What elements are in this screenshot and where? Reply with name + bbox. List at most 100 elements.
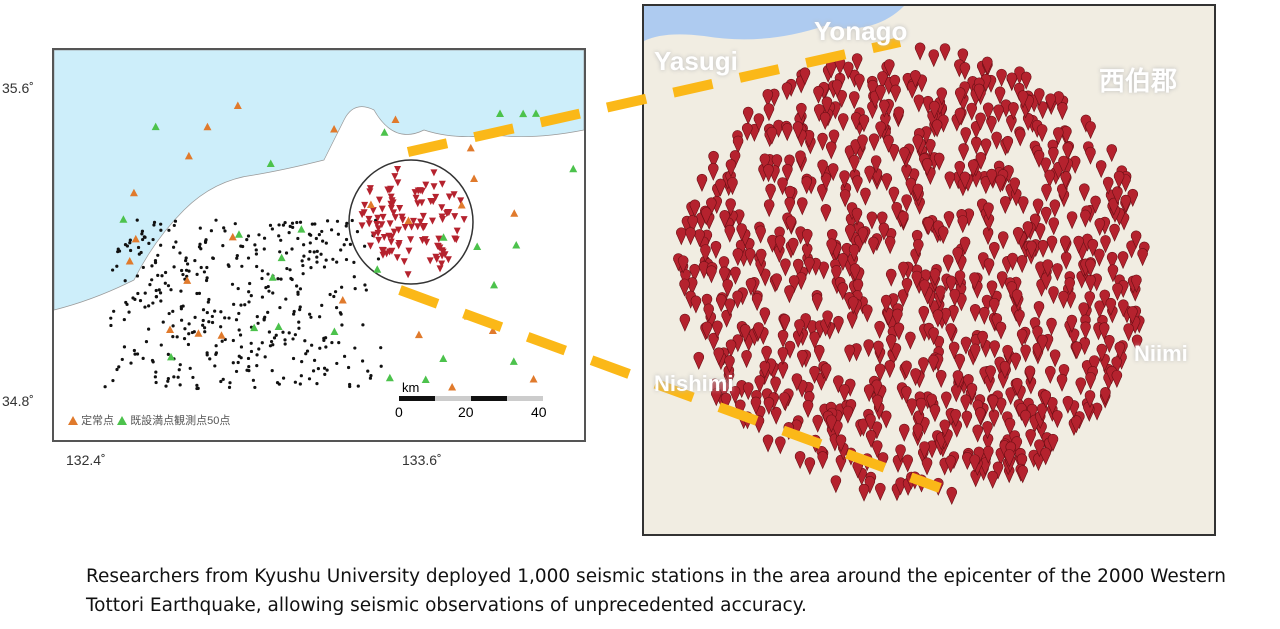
seismic-station-pin	[720, 392, 732, 411]
station-marker	[416, 187, 424, 195]
seismic-station-pin	[745, 277, 757, 296]
seismic-station-pin	[929, 100, 940, 119]
station-dot	[308, 241, 312, 245]
seismic-station-pin	[1094, 248, 1105, 267]
seismic-station-pin	[954, 160, 966, 179]
seismic-station-pin	[991, 131, 1002, 150]
seismic-station-pin	[753, 113, 765, 132]
seismic-station-pin	[935, 285, 946, 304]
seismic-station-pin	[973, 83, 985, 102]
station-dot	[262, 317, 266, 321]
triangle-station	[512, 241, 521, 249]
station-marker	[378, 221, 386, 229]
station-dot	[140, 232, 144, 236]
station-marker	[393, 254, 401, 262]
seismic-station-pin	[913, 94, 925, 113]
triangle-station	[233, 101, 242, 109]
lon-tick: 132.4˚	[66, 452, 106, 468]
triangle-station	[151, 122, 160, 131]
seismic-station-pin	[880, 410, 892, 429]
seismic-station-pin	[980, 138, 992, 157]
seismic-station-pin	[875, 84, 886, 103]
station-marker	[370, 231, 378, 239]
station-dot	[115, 367, 119, 372]
station-dot	[352, 260, 356, 264]
seismic-station-pin	[766, 126, 778, 145]
triangle-station	[509, 357, 518, 365]
seismic-station-pin	[1080, 209, 1091, 228]
station-dot	[340, 323, 344, 327]
station-marker	[435, 235, 443, 243]
station-dot	[207, 297, 211, 302]
seismic-station-pin	[969, 343, 981, 362]
map-label: Yonago	[814, 16, 908, 46]
seismic-station-pin	[1053, 127, 1064, 146]
seismic-station-pin	[779, 392, 790, 411]
seismic-station-pin	[893, 322, 905, 341]
station-dot	[310, 343, 314, 347]
seismic-station-pin	[1079, 183, 1090, 202]
station-dot	[163, 281, 167, 285]
seismic-station-pin	[960, 394, 971, 413]
seismic-station-pin	[986, 280, 998, 299]
station-dot	[175, 335, 179, 339]
seismic-station-pin	[997, 231, 1009, 250]
station-dot	[187, 332, 191, 336]
station-dot	[204, 238, 208, 242]
station-dot	[179, 307, 183, 311]
station-dot	[156, 253, 160, 257]
seismic-station-pin	[874, 363, 886, 382]
seismic-station-pin	[819, 111, 831, 130]
scale-label: 0	[395, 404, 403, 420]
seismic-station-pin	[1098, 322, 1110, 341]
station-dot	[233, 222, 237, 226]
station-marker	[378, 246, 386, 254]
seismic-station-pin	[1020, 409, 1031, 428]
station-dot	[302, 254, 306, 258]
station-marker	[388, 247, 396, 255]
seismic-station-pin	[883, 134, 894, 153]
station-dot	[298, 308, 302, 312]
triangle-station	[439, 233, 448, 241]
seismic-station-pin	[771, 154, 783, 173]
seismic-station-pin	[837, 282, 849, 301]
station-dot	[260, 269, 264, 273]
station-dot	[135, 218, 139, 222]
seismic-station-pin	[782, 163, 793, 182]
station-dot	[296, 236, 300, 241]
station-dot	[158, 291, 163, 295]
station-dot	[187, 322, 191, 326]
seismic-station-pin	[801, 176, 812, 195]
seismic-station-pin	[708, 332, 719, 351]
station-dot	[201, 308, 206, 312]
seismic-station-pin	[828, 129, 840, 148]
seismic-station-pin	[825, 141, 837, 160]
station-dot	[293, 333, 297, 337]
station-dot	[147, 241, 151, 245]
seismic-station-pin	[779, 314, 791, 333]
seismic-station-pin	[1017, 196, 1029, 215]
seismic-station-pin	[804, 457, 816, 476]
seismic-station-pin	[796, 102, 807, 121]
seismic-station-pin	[1107, 264, 1119, 283]
station-dot	[235, 254, 239, 258]
seismic-station-pin	[954, 87, 966, 106]
station-marker	[365, 215, 373, 223]
station-dot	[342, 243, 346, 247]
seismic-station-pin	[863, 384, 875, 403]
station-marker	[394, 179, 402, 187]
seismic-station-pin	[901, 277, 913, 296]
station-dot	[151, 301, 155, 305]
seismic-station-pin	[923, 217, 934, 236]
seismic-station-pin	[890, 84, 901, 103]
station-dot	[281, 223, 286, 227]
seismic-station-pin	[975, 112, 986, 131]
seismic-station-pin	[860, 187, 871, 206]
seismic-station-pin	[878, 99, 890, 118]
station-marker	[434, 243, 442, 251]
station-dot	[295, 220, 299, 225]
seismic-station-pin	[1120, 194, 1132, 213]
seismic-station-pin	[1016, 255, 1028, 274]
triangle-station	[194, 329, 203, 337]
station-dot	[319, 252, 323, 256]
